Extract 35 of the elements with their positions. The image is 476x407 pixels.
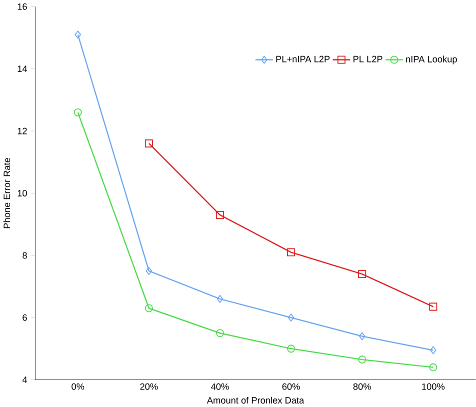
legend-label: PL+nIPA L2P — [276, 56, 330, 62]
point — [287, 344, 296, 353]
point — [430, 346, 436, 354]
point — [358, 270, 366, 278]
x-tick-label: 60% — [282, 383, 300, 390]
point — [216, 210, 224, 220]
point — [288, 314, 294, 322]
y-tick-label: 8 — [22, 252, 27, 259]
point — [144, 304, 153, 312]
point — [287, 248, 296, 256]
point — [358, 332, 366, 340]
y-tick-label: 6 — [22, 314, 27, 321]
x-tick-label: 100% — [422, 383, 445, 390]
x-axis-title: Amount of Pronlex Data — [206, 396, 304, 404]
y-tick-label: 12 — [18, 128, 27, 134]
point — [74, 108, 82, 116]
y-tick-label: 16 — [18, 3, 27, 10]
x-tick-label: 40% — [211, 383, 229, 390]
legend-label: PL L2P — [354, 56, 382, 62]
point — [144, 139, 153, 148]
x-tick-label: 80% — [353, 383, 371, 390]
point — [429, 302, 438, 311]
y-axis-title: Phone Error Rate — [3, 158, 10, 228]
legend-label: nIPA Lookup — [406, 56, 457, 64]
point — [216, 294, 224, 303]
point — [216, 329, 224, 338]
point — [74, 30, 82, 39]
y-tick-label: 4 — [22, 376, 28, 383]
y-tick-label: 14 — [18, 66, 28, 72]
point — [146, 266, 152, 275]
x-tick-label: 0% — [72, 383, 84, 390]
point — [429, 363, 438, 372]
x-tick-label: 20% — [140, 383, 158, 390]
point — [358, 356, 366, 364]
y-tick-label: 10 — [18, 190, 27, 196]
